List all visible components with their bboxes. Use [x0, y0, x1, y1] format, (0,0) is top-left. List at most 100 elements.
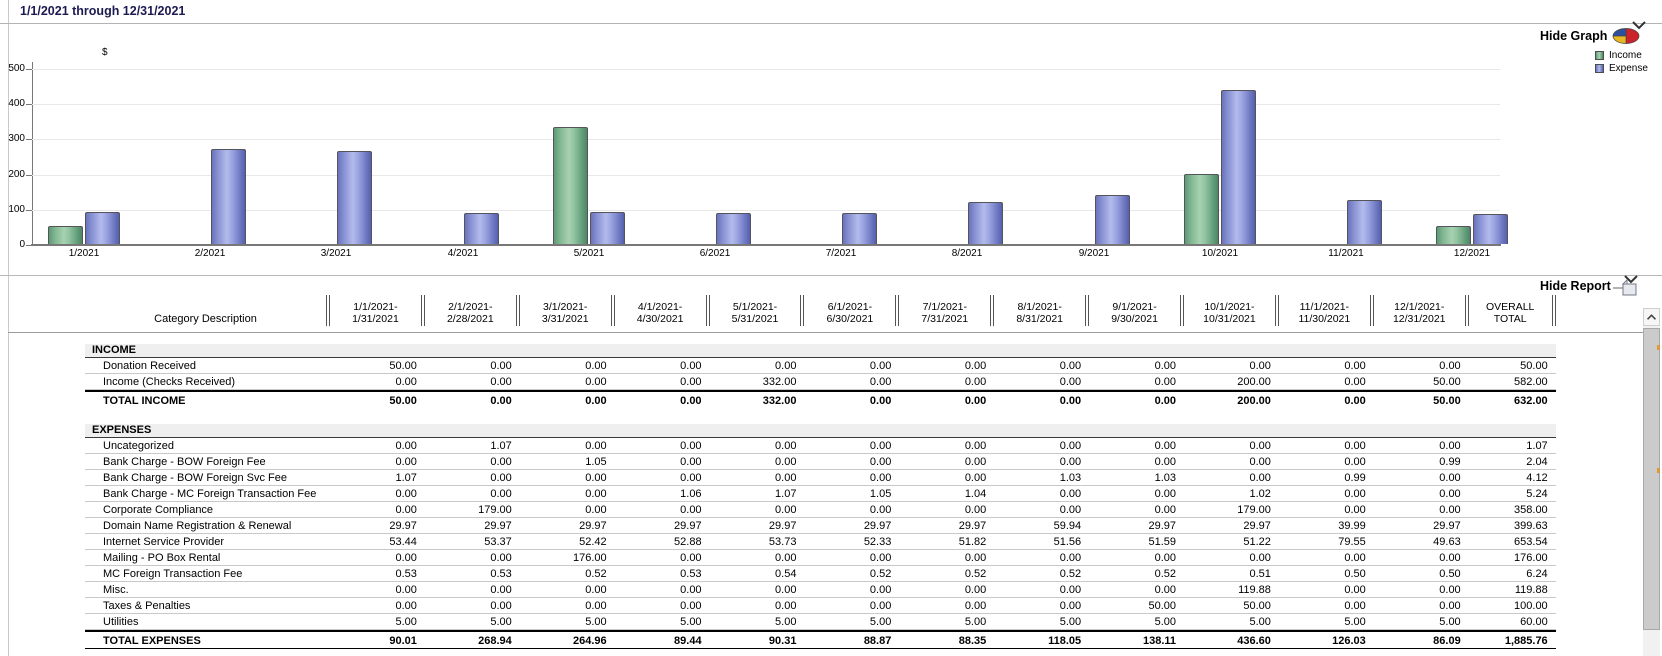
amount-cell[interactable]: 0.00 — [1059, 584, 1082, 596]
bar-income-5-2021[interactable] — [553, 127, 588, 244]
amount-cell[interactable]: 0.00 — [869, 395, 892, 407]
bar-expense-7-2021[interactable] — [842, 213, 877, 244]
amount-cell[interactable]: 582.00 — [1514, 376, 1548, 388]
amount-cell[interactable]: 0.00 — [490, 600, 512, 612]
amount-cell[interactable]: 52.33 — [863, 536, 892, 548]
amount-cell[interactable]: 0.00 — [680, 552, 702, 564]
amount-cell[interactable]: 5.00 — [1059, 616, 1082, 628]
column-header-month[interactable]: 5/1/2021- 5/31/2021 — [710, 295, 805, 326]
amount-cell[interactable]: 399.63 — [1514, 520, 1548, 532]
amount-cell[interactable]: 0.00 — [1344, 552, 1366, 564]
amount-cell[interactable]: 1.07 — [775, 488, 797, 500]
amount-cell[interactable]: 0.00 — [585, 360, 607, 372]
amount-cell[interactable]: 0.00 — [1439, 504, 1461, 516]
amount-cell[interactable]: 90.31 — [768, 635, 797, 647]
amount-cell[interactable]: 0.00 — [964, 395, 987, 407]
amount-cell[interactable]: 0.00 — [680, 376, 702, 388]
amount-cell[interactable]: 0.00 — [395, 584, 417, 596]
column-header-month[interactable]: 8/1/2021- 8/31/2021 — [994, 295, 1090, 326]
amount-cell[interactable]: 86.09 — [1433, 635, 1461, 647]
amount-cell[interactable]: 5.00 — [395, 616, 417, 628]
amount-cell[interactable]: 0.00 — [1059, 456, 1082, 468]
amount-cell[interactable]: 51.56 — [1053, 536, 1082, 548]
amount-cell[interactable]: 0.00 — [585, 504, 607, 516]
column-header-month[interactable]: 7/1/2021- 7/31/2021 — [899, 295, 995, 326]
amount-cell[interactable]: 90.01 — [389, 635, 417, 647]
bar-expense-2-2021[interactable] — [211, 149, 246, 244]
amount-cell[interactable]: 0.00 — [395, 552, 417, 564]
amount-cell[interactable]: 53.73 — [768, 536, 797, 548]
amount-cell[interactable]: 0.00 — [1154, 376, 1177, 388]
amount-cell[interactable]: 0.00 — [1059, 376, 1082, 388]
amount-cell[interactable]: 0.00 — [964, 504, 987, 516]
amount-cell[interactable]: 0.52 — [1059, 568, 1082, 580]
amount-cell[interactable]: 89.44 — [674, 635, 702, 647]
amount-cell[interactable]: 0.00 — [1059, 552, 1082, 564]
amount-cell[interactable]: 0.00 — [1344, 395, 1366, 407]
amount-cell[interactable]: 51.82 — [958, 536, 987, 548]
amount-cell[interactable]: 358.00 — [1514, 504, 1548, 516]
amount-cell[interactable]: 4.12 — [1526, 472, 1548, 484]
hide-graph-button[interactable]: Hide Graph — [1540, 29, 1608, 43]
column-header-month[interactable]: 4/1/2021- 4/30/2021 — [615, 295, 710, 326]
bar-expense-8-2021[interactable] — [968, 202, 1003, 244]
amount-cell[interactable]: 0.00 — [1249, 360, 1271, 372]
bar-income-12-2021[interactable] — [1436, 226, 1471, 244]
bar-expense-9-2021[interactable] — [1095, 195, 1130, 244]
amount-cell[interactable]: 0.00 — [1344, 488, 1366, 500]
amount-cell[interactable]: 0.00 — [395, 456, 417, 468]
amount-cell[interactable]: 0.00 — [490, 456, 512, 468]
amount-cell[interactable]: 0.00 — [680, 472, 702, 484]
amount-cell[interactable]: 0.00 — [395, 504, 417, 516]
amount-cell[interactable]: 0.00 — [395, 440, 417, 452]
amount-cell[interactable]: 51.59 — [1148, 536, 1177, 548]
amount-cell[interactable]: 1.07 — [395, 472, 417, 484]
amount-cell[interactable]: 53.44 — [389, 536, 417, 548]
amount-cell[interactable]: 0.00 — [1059, 488, 1082, 500]
amount-cell[interactable]: 0.00 — [964, 552, 987, 564]
amount-cell[interactable]: 0.00 — [964, 440, 987, 452]
amount-cell[interactable]: 79.55 — [1338, 536, 1366, 548]
amount-cell[interactable]: 0.00 — [775, 584, 797, 596]
amount-cell[interactable]: 0.00 — [680, 584, 702, 596]
amount-cell[interactable]: 29.97 — [1433, 520, 1461, 532]
amount-cell[interactable]: 0.00 — [1059, 600, 1082, 612]
column-header-month[interactable]: 2/1/2021- 2/28/2021 — [425, 295, 520, 326]
column-header-month[interactable]: 12/1/2021- 12/31/2021 — [1374, 295, 1469, 326]
amount-cell[interactable]: 1,885.76 — [1504, 635, 1548, 647]
amount-cell[interactable]: 0.00 — [490, 395, 512, 407]
bar-expense-12-2021[interactable] — [1473, 214, 1508, 244]
amount-cell[interactable]: 0.99 — [1344, 472, 1366, 484]
amount-cell[interactable]: 0.00 — [1154, 552, 1177, 564]
amount-cell[interactable]: 0.00 — [1439, 472, 1461, 484]
amount-cell[interactable]: 0.00 — [964, 360, 987, 372]
amount-cell[interactable]: 50.00 — [1433, 376, 1461, 388]
amount-cell[interactable]: 5.00 — [1154, 616, 1177, 628]
amount-cell[interactable]: 0.00 — [1439, 440, 1461, 452]
amount-cell[interactable]: 0.00 — [1059, 440, 1082, 452]
amount-cell[interactable]: 5.00 — [1249, 616, 1271, 628]
amount-cell[interactable]: 1.05 — [869, 488, 892, 500]
scrollbar-thumb[interactable] — [1643, 328, 1660, 630]
amount-cell[interactable]: 0.00 — [585, 472, 607, 484]
amount-cell[interactable]: 0.00 — [395, 376, 417, 388]
bar-expense-4-2021[interactable] — [464, 213, 499, 244]
amount-cell[interactable]: 0.53 — [395, 568, 417, 580]
amount-cell[interactable]: 653.54 — [1514, 536, 1548, 548]
amount-cell[interactable]: 0.00 — [1154, 504, 1177, 516]
amount-cell[interactable]: 0.00 — [1344, 376, 1366, 388]
amount-cell[interactable]: 176.00 — [573, 552, 607, 564]
amount-cell[interactable]: 0.00 — [775, 440, 797, 452]
amount-cell[interactable]: 52.42 — [579, 536, 607, 548]
amount-cell[interactable]: 0.52 — [869, 568, 892, 580]
amount-cell[interactable]: 0.00 — [1439, 584, 1461, 596]
bar-income-1-2021[interactable] — [48, 226, 83, 244]
amount-cell[interactable]: 0.00 — [1059, 395, 1082, 407]
amount-cell[interactable]: 0.00 — [1059, 360, 1082, 372]
amount-cell[interactable]: 179.00 — [478, 504, 512, 516]
amount-cell[interactable]: 0.00 — [395, 600, 417, 612]
amount-cell[interactable]: 0.54 — [775, 568, 797, 580]
amount-cell[interactable]: 0.00 — [680, 360, 702, 372]
bar-expense-3-2021[interactable] — [337, 151, 372, 244]
amount-cell[interactable]: 0.00 — [1439, 552, 1461, 564]
